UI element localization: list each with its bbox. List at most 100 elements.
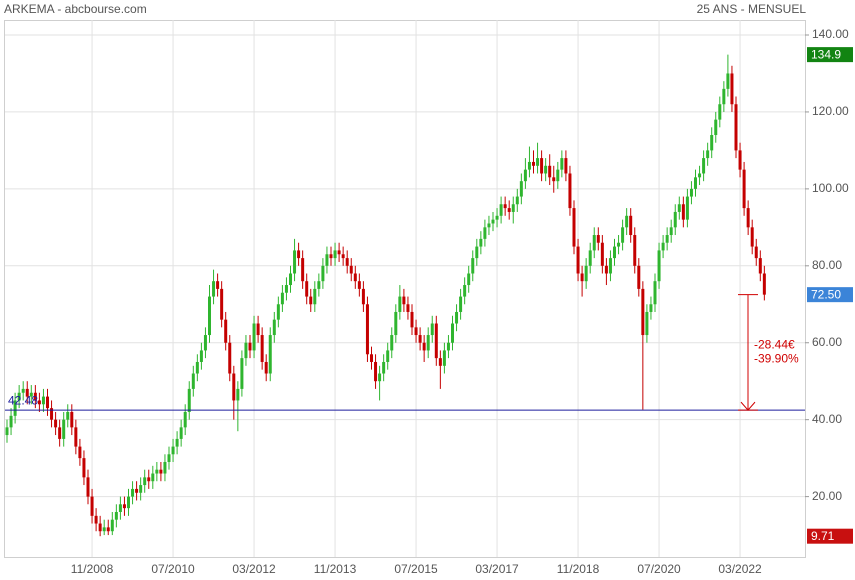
x-tick-label: 03/2012: [232, 562, 276, 576]
candle-body: [617, 242, 621, 247]
candle-body: [418, 335, 422, 343]
candle-body: [681, 204, 685, 220]
candle-body: [451, 323, 454, 343]
candle-body: [649, 304, 653, 312]
candle-body: [321, 265, 325, 282]
candle-body: [560, 158, 564, 170]
plot-frame: [4, 20, 806, 558]
change-arrow: [740, 401, 756, 411]
candle-body: [244, 342, 248, 359]
candle-body: [390, 335, 394, 351]
candle-body: [511, 204, 515, 212]
candle-body: [730, 73, 734, 105]
candle-body: [370, 354, 373, 362]
candle-body: [540, 158, 544, 174]
candle-body: [70, 411, 74, 428]
candle-body: [260, 335, 264, 362]
candle-body: [264, 361, 268, 374]
candle-body: [386, 350, 390, 362]
candle-body: [491, 219, 495, 224]
candle-body: [613, 246, 616, 259]
candle-body: [584, 265, 588, 282]
candle-body: [548, 165, 552, 178]
candle-body: [212, 281, 216, 297]
value-badge: [807, 287, 853, 303]
candle-body: [361, 288, 365, 305]
candle-body: [208, 296, 211, 336]
candle-body: [203, 335, 207, 351]
candle-body: [171, 446, 175, 455]
candle-body: [406, 304, 410, 312]
x-tick-label: 07/2010: [151, 562, 195, 576]
candle-body: [216, 281, 220, 289]
candle-body: [248, 342, 252, 351]
y-tick-label: 120.00: [812, 104, 849, 118]
candle-body: [702, 158, 706, 174]
candle-body: [661, 242, 665, 251]
candle-body: [195, 361, 199, 374]
x-tick-label: 03/2022: [718, 562, 762, 576]
candle-body: [309, 296, 313, 305]
candle-body: [714, 119, 718, 136]
x-tick-label: 03/2017: [475, 562, 519, 576]
candle-body: [191, 373, 195, 389]
candle-body: [758, 258, 762, 274]
candle-body: [621, 227, 625, 243]
candle-body: [175, 438, 179, 447]
candle-body: [556, 169, 560, 182]
candle-body: [29, 392, 33, 397]
candle-body: [463, 285, 467, 297]
candle-body: [183, 411, 187, 428]
candle-body: [483, 227, 487, 239]
candle-body: [499, 204, 503, 216]
candle-body: [345, 258, 349, 266]
candle-body: [519, 181, 523, 197]
candle-body: [353, 273, 357, 282]
candle-body: [669, 227, 673, 236]
candle-body: [94, 515, 98, 524]
candle-body: [236, 388, 240, 401]
candle-body: [552, 177, 556, 182]
candle-body: [430, 323, 434, 336]
candle-body: [163, 461, 167, 474]
candle-body: [689, 188, 693, 197]
candle-body: [179, 427, 183, 439]
candle-body: [46, 396, 49, 409]
candle-body: [641, 288, 645, 336]
candle-body: [313, 288, 317, 305]
candle-body: [21, 388, 25, 393]
candle-body: [62, 419, 66, 439]
candle-body: [471, 258, 475, 274]
candle-body: [378, 373, 382, 382]
candle-body: [337, 250, 341, 255]
candle-body: [694, 177, 697, 189]
candle-body: [240, 358, 244, 389]
candle-body: [252, 323, 256, 351]
candle-body: [592, 235, 596, 251]
candle-body: [608, 258, 612, 274]
candle-body: [86, 477, 90, 497]
candle-body: [600, 242, 604, 266]
candle-body: [685, 196, 689, 220]
candle-body: [329, 254, 333, 259]
candle-body: [402, 296, 406, 305]
candle-body: [653, 281, 657, 305]
candle-body: [625, 215, 629, 228]
candle-body: [645, 311, 649, 336]
candle-body: [738, 150, 742, 170]
candle-body: [750, 227, 754, 247]
candle-body: [349, 265, 353, 274]
candle-body: [220, 288, 224, 320]
candle-body: [167, 454, 171, 462]
candle-body: [596, 235, 600, 243]
candle-body: [131, 488, 135, 497]
candle-body: [102, 527, 106, 532]
candle-body: [446, 342, 450, 351]
chart-title: ARKEMA - abcbourse.com: [4, 2, 147, 16]
candle-body: [114, 511, 118, 520]
candle-body: [665, 235, 669, 243]
x-tick-label: 11/2008: [71, 562, 114, 576]
change-label: -28.44€: [754, 338, 795, 352]
